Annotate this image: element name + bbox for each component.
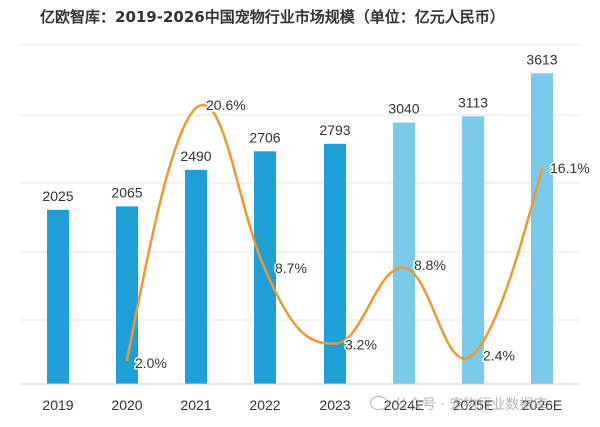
bar-series [47, 73, 553, 385]
wechat-icon [370, 396, 388, 410]
bar-value-label-2021: 2490 [180, 148, 211, 164]
x-tick-label-2019: 2019 [42, 397, 73, 413]
growth-label-2026E: 16.1% [550, 160, 590, 176]
bar-2026E [531, 73, 553, 385]
grid-lines [20, 44, 580, 321]
growth-label-2022: 8.7% [275, 260, 307, 276]
bar-2025E [462, 116, 484, 385]
bar-value-label-2026E: 3613 [526, 51, 557, 67]
bar-value-label-2020: 2065 [111, 184, 142, 200]
x-tick-label-2020: 2020 [111, 397, 142, 413]
bar-value-label-2024E: 3040 [388, 101, 419, 117]
data-labels: 2025 2065 2490 2706 2793 3040 3113 3613 2.0% 20.6… [42, 51, 591, 372]
x-tick-label-2022: 2022 [249, 397, 280, 413]
bar-value-label-2025E: 3113 [458, 94, 488, 110]
growth-label-2023: 3.2% [345, 337, 377, 353]
bar-2019 [47, 209, 69, 384]
growth-line-series [125, 103, 544, 362]
x-tick-label-2023: 2023 [319, 397, 350, 413]
bar-value-label-2019: 2025 [42, 188, 73, 204]
x-axis: 2019 2020 2021 2022 2023 2024E 2025E 2026E [20, 383, 580, 413]
growth-label-2021: 20.6% [206, 97, 246, 113]
x-tick-label-2025E: 2025E [453, 397, 493, 413]
watermark: 公众号 · 宠物行业数据库 [370, 394, 547, 414]
growth-label-2025E: 2.4% [483, 348, 515, 364]
growth-label-2024E: 8.8% [414, 257, 446, 273]
chart-title: 亿欧智库：2019-2026中国宠物行业市场规模（单位：亿元人民币） [40, 8, 505, 26]
bar-2021 [185, 169, 207, 384]
x-tick-label-2024E: 2024E [384, 397, 424, 413]
growth-rate-line [125, 103, 544, 362]
x-tick-label-2021: 2021 [180, 397, 211, 413]
bar-2024E [393, 122, 415, 384]
bar-value-label-2022: 2706 [249, 129, 280, 145]
watermark-text: 公众号 · 宠物行业数据库 [394, 397, 548, 413]
bar-value-label-2023: 2793 [319, 122, 350, 138]
x-tick-label-2026E: 2026E [522, 397, 562, 413]
bar-2023 [324, 143, 346, 384]
bar-2020 [116, 206, 138, 384]
growth-label-2020: 2.0% [135, 355, 167, 371]
